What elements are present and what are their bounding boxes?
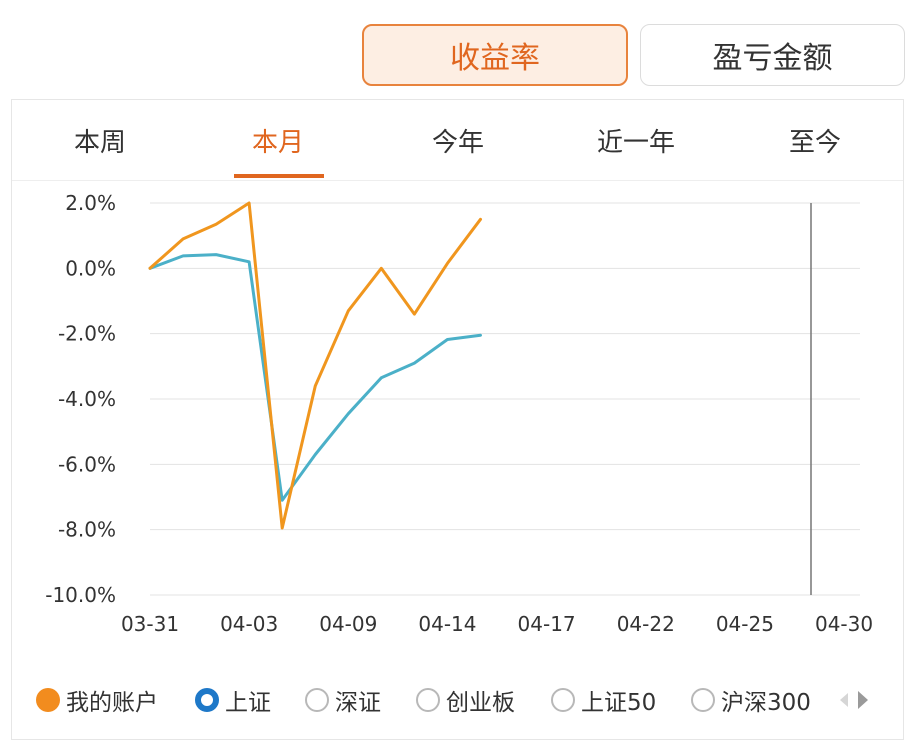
period-tabs: 本周 本月 今年 近一年 至今	[12, 100, 903, 181]
x-tick-label: 04-14	[418, 612, 476, 636]
series-line-my-account	[148, 201, 482, 530]
yield-rate-toggle[interactable]: 收益率	[362, 24, 628, 86]
tab-since-start[interactable]: 至今	[788, 128, 842, 158]
legend-shanghai[interactable]: 上证	[195, 686, 271, 716]
legend-label: 沪深300	[721, 690, 811, 716]
active-tab-underline	[234, 174, 324, 178]
radio-sse50-icon	[551, 688, 575, 712]
x-tick-label: 04-25	[716, 612, 774, 636]
x-tick-label: 03-31	[121, 612, 179, 636]
y-tick-label: 0.0%	[65, 256, 116, 280]
x-tick-label: 04-22	[617, 612, 675, 636]
tab-month[interactable]: 本月	[251, 128, 305, 158]
y-tick-label: -6.0%	[58, 452, 116, 476]
x-tick-label: 04-30	[815, 612, 873, 636]
tab-week[interactable]: 本周	[73, 128, 127, 158]
series-line-shanghai	[148, 253, 482, 502]
radio-shanghai-icon	[195, 688, 219, 712]
x-tick-label: 04-03	[220, 612, 278, 636]
legend-prev-arrow-icon[interactable]	[836, 686, 866, 714]
radio-chinext-icon	[416, 688, 440, 712]
legend-csi300[interactable]: 沪深300	[691, 686, 811, 716]
profit-amount-toggle[interactable]: 盈亏金额	[640, 24, 905, 86]
legend-label: 上证	[225, 690, 271, 716]
legend-sse50[interactable]: 上证50	[551, 686, 657, 716]
legend-my-account[interactable]: 我的账户	[36, 686, 158, 716]
y-tick-label: -2.0%	[58, 322, 116, 346]
tab-year[interactable]: 今年	[431, 128, 485, 158]
tab-last-year[interactable]: 近一年	[596, 128, 676, 158]
legend-label: 我的账户	[66, 690, 158, 716]
legend-chinext[interactable]: 创业板	[416, 686, 515, 716]
x-tick-label: 04-17	[518, 612, 576, 636]
radio-csi300-icon	[691, 688, 715, 712]
x-tick-label: 04-09	[319, 612, 377, 636]
legend-next-arrow-icon[interactable]	[852, 686, 882, 714]
y-tick-label: -8.0%	[58, 518, 116, 542]
radio-my-account-icon	[36, 688, 60, 712]
y-tick-label: 2.0%	[65, 191, 116, 215]
legend-shenzhen[interactable]: 深证	[305, 686, 381, 716]
legend-label: 创业板	[446, 690, 515, 716]
radio-shenzhen-icon	[305, 688, 329, 712]
y-tick-label: -10.0%	[45, 583, 116, 607]
legend-label: 深证	[335, 690, 381, 716]
legend-label: 上证50	[581, 690, 657, 716]
y-tick-label: -4.0%	[58, 387, 116, 411]
chart-panel: 本周 本月 今年 近一年 至今	[11, 99, 904, 740]
